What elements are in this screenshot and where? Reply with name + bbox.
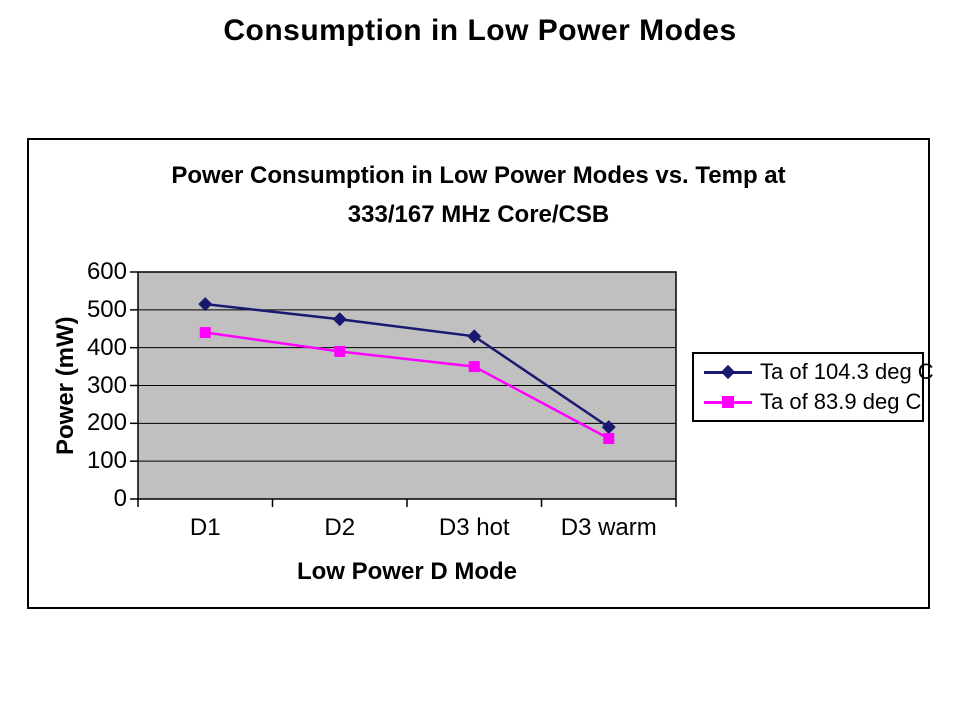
y-tick-label: 200 — [86, 409, 127, 437]
marker-square — [334, 345, 346, 357]
y-tick-label: 0 — [113, 485, 127, 512]
legend-line-sample — [704, 364, 752, 379]
plot-svg — [130, 271, 677, 507]
plot-area — [130, 271, 677, 507]
marker-diamond — [332, 312, 347, 327]
marker-diamond — [601, 420, 616, 435]
series-line-0 — [205, 302, 610, 429]
x-tick-label: D2 — [324, 514, 356, 541]
chart-title-line1: Power Consumption in Low Power Modes vs.… — [171, 162, 786, 189]
chart-frame: Power Consumption in Low Power Modes vs.… — [27, 138, 934, 609]
y-tick-label: 600 — [86, 258, 127, 285]
marker-diamond — [467, 329, 482, 344]
marker-diamond — [198, 297, 213, 312]
legend-marker-diamond-icon — [720, 364, 736, 379]
legend-line-sample — [704, 395, 752, 409]
legend: Ta of 104.3 deg C Ta of 83.9 deg C — [692, 352, 934, 422]
marker-square — [199, 327, 211, 339]
x-tick-label: D3 warm — [560, 514, 657, 541]
legend-label: Ta of 83.9 deg C — [760, 389, 922, 415]
legend-label: Ta of 104.3 deg C — [760, 358, 934, 384]
page-title: Consumption in Low Power Modes — [223, 14, 737, 47]
y-tick-label: 400 — [86, 333, 127, 361]
chart-title-line2: 333/167 MHz Core/CSB — [347, 201, 610, 228]
series-line-1 — [205, 331, 610, 440]
marker-square — [603, 432, 615, 444]
y-tick-label: 500 — [86, 295, 127, 323]
x-tick-label: D3 hot — [438, 514, 510, 541]
marker-square — [468, 361, 480, 373]
y-tick-label: 100 — [86, 447, 127, 475]
legend-marker-square-icon — [722, 396, 734, 409]
y-tick-label: 300 — [86, 371, 127, 399]
legend-entry-0: Ta of 104.3 deg C — [704, 359, 934, 385]
legend-entry-1: Ta of 83.9 deg C — [704, 389, 922, 415]
chart-title: Power Consumption in Low Power Modes vs.… — [29, 156, 928, 234]
x-axis-title: Low Power D Mode — [296, 558, 517, 585]
x-tick-label: D1 — [189, 514, 221, 541]
